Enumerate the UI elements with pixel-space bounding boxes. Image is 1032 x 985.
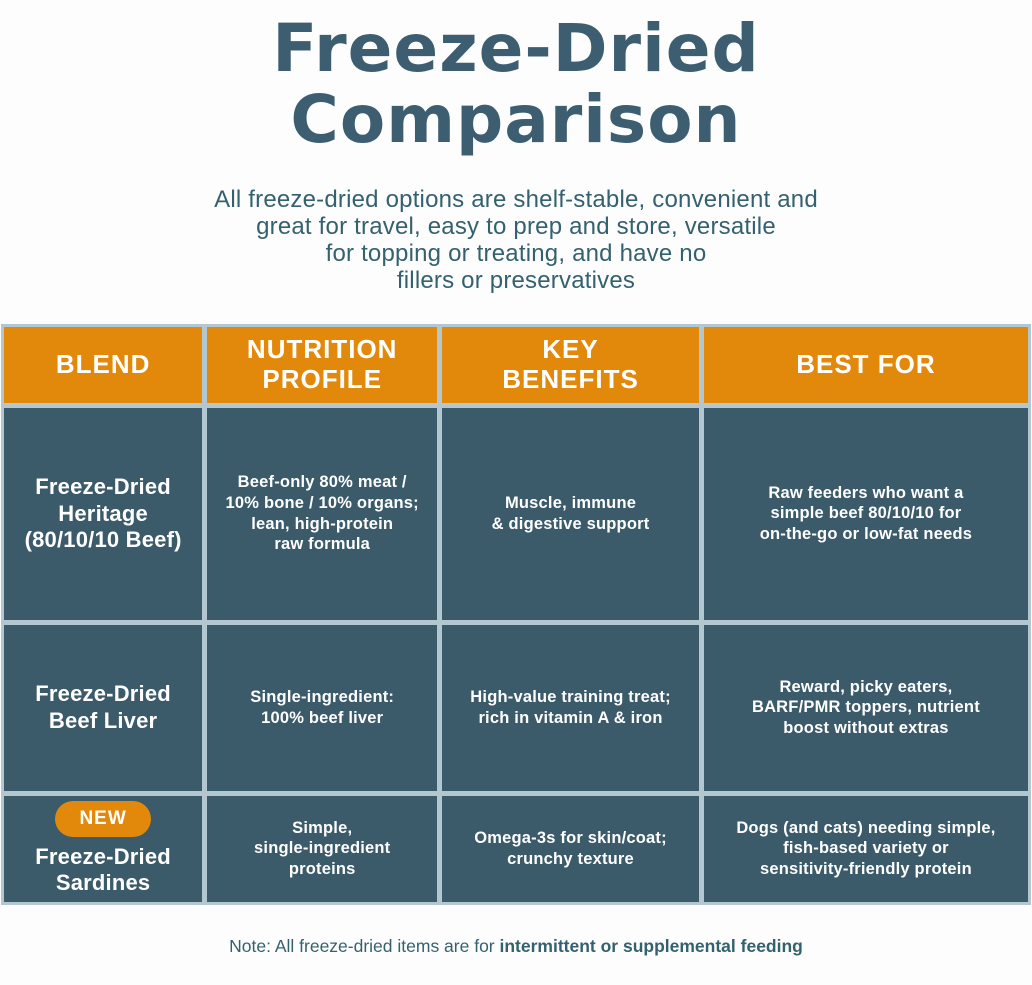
key-benefits-cell: High-value training treat; rich in vitam…	[442, 624, 699, 791]
best-for-cell: Reward, picky eaters, BARF/PMR toppers, …	[703, 624, 1028, 791]
new-badge: NEW	[55, 800, 151, 837]
blend-cell: NEW Freeze-Dried Sardines	[4, 795, 203, 902]
best-for-cell: Dogs (and cats) needing simple, fish-bas…	[703, 795, 1028, 902]
nutrition-profile-cell: Simple, single-ingredient proteins	[207, 795, 438, 902]
blend-cell: Freeze-Dried Heritage (80/10/10 Beef)	[4, 407, 203, 620]
comparison-table: BLEND NUTRITION PROFILE KEY BENEFITS BES…	[1, 323, 1031, 905]
column-header-blend: BLEND	[4, 326, 203, 403]
blend-name: Freeze-Dried Sardines	[35, 843, 171, 896]
column-header-key-benefits: KEY BENEFITS	[442, 326, 699, 403]
nutrition-profile-cell: Beef-only 80% meat / 10% bone / 10% orga…	[207, 407, 438, 620]
blend-cell: Freeze-Dried Beef Liver	[4, 624, 203, 791]
best-for-cell: Raw feeders who want a simple beef 80/10…	[703, 407, 1028, 620]
key-benefits-cell: Omega-3s for skin/coat; crunchy texture	[442, 795, 699, 902]
nutrition-profile-cell: Single-ingredient: 100% beef liver	[207, 624, 438, 791]
page-subtitle: All freeze-dried options are shelf-stabl…	[214, 186, 818, 294]
key-benefits-cell: Muscle, immune & digestive support	[442, 407, 699, 620]
page-title: Freeze-Dried Comparison	[272, 10, 760, 158]
footer-note-prefix: Note: All freeze-dried items are for	[229, 935, 500, 956]
column-header-best-for: BEST FOR	[703, 326, 1028, 403]
column-header-nutrition-profile: NUTRITION PROFILE	[207, 326, 438, 403]
footer-note: Note: All freeze-dried items are for int…	[229, 936, 803, 957]
footer-note-bold: intermittent or supplemental feeding	[499, 935, 803, 956]
